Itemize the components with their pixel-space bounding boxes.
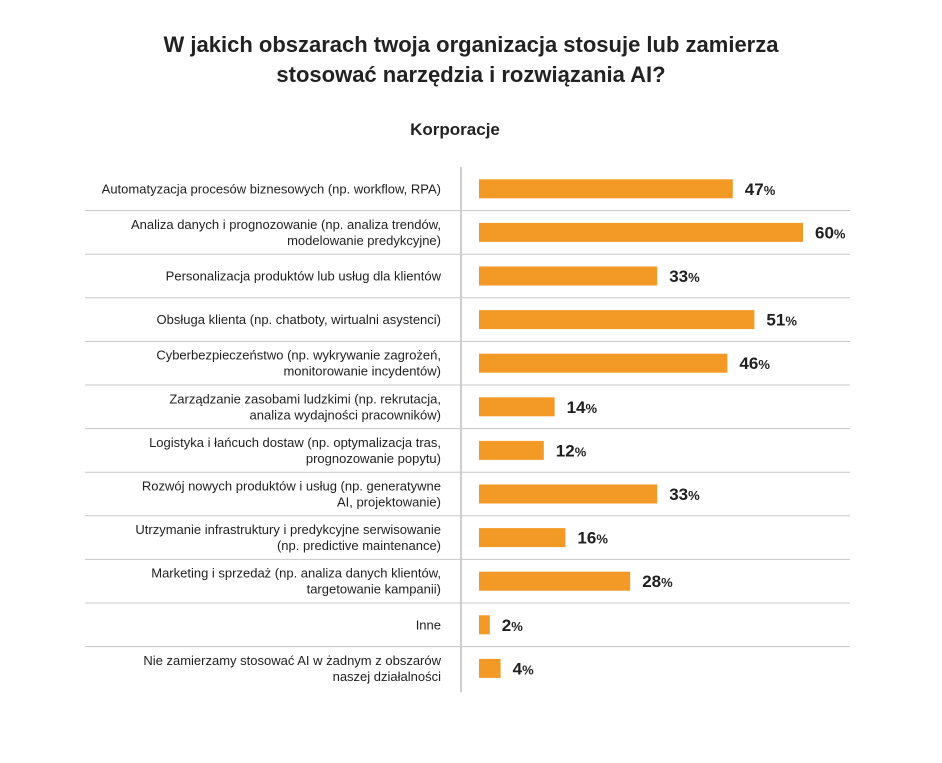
data-label: 33%: [669, 267, 700, 286]
category-label: Logistyka i łańcuch dostaw (np. optymali…: [149, 435, 441, 466]
category-label: Inne: [416, 617, 441, 632]
category-label: Personalizacja produktów lub usług dla k…: [166, 269, 442, 284]
category-label-line: Nie zamierzamy stosować AI w żadnym z ob…: [143, 653, 441, 668]
data-label-unit: %: [522, 662, 534, 677]
category-label-line: (np. predictive maintenance): [277, 538, 441, 553]
bar: [479, 353, 728, 373]
data-label: 16%: [577, 529, 608, 548]
data-label: 14%: [567, 398, 598, 417]
category-label: Rozwój nowych produktów i usług (np. gen…: [142, 479, 441, 510]
category-label-line: monitorowanie incydentów): [283, 364, 441, 379]
data-label-unit: %: [575, 444, 587, 459]
bar: [479, 615, 490, 635]
data-label: 47%: [745, 180, 776, 199]
bar: [479, 658, 501, 678]
category-label-line: Cyberbezpieczeństwo (np. wykrywanie zagr…: [156, 348, 441, 363]
category-label-line: Zarządzanie zasobami ludzkimi (np. rekru…: [169, 391, 441, 406]
bar: [479, 528, 566, 548]
category-label-line: Analiza danych i prognozowanie (np. anal…: [131, 217, 441, 232]
data-label-unit: %: [596, 532, 608, 547]
data-label: 28%: [642, 572, 673, 591]
chart-title: W jakich obszarach twoja organizacja sto…: [0, 30, 942, 90]
bar: [479, 179, 733, 199]
category-label-line: naszej działalności: [333, 669, 442, 684]
data-label-unit: %: [764, 183, 776, 198]
category-label: Automatyzacja procesów biznesowych (np. …: [102, 181, 441, 196]
category-label-line: Rozwój nowych produktów i usług (np. gen…: [142, 479, 441, 494]
data-label-unit: %: [785, 314, 797, 329]
bar: [479, 440, 544, 460]
bar: [479, 571, 631, 591]
category-label: Zarządzanie zasobami ludzkimi (np. rekru…: [169, 391, 441, 422]
data-label: 2%: [502, 616, 523, 635]
category-label-line: Personalizacja produktów lub usług dla k…: [166, 269, 442, 284]
data-label-unit: %: [834, 226, 846, 241]
data-label-unit: %: [511, 619, 523, 634]
data-label-unit: %: [586, 401, 598, 416]
category-label: Utrzymanie infrastruktury i predykcyjne …: [135, 522, 441, 553]
bar: [479, 222, 803, 242]
data-label: 60%: [815, 223, 846, 242]
category-label-line: Automatyzacja procesów biznesowych (np. …: [102, 181, 441, 196]
category-label: Obsługa klienta (np. chatboty, wirtualni…: [157, 312, 441, 327]
data-label: 33%: [669, 485, 700, 504]
chart-title-line-2: stosować narzędzia i rozwiązania AI?: [276, 62, 666, 87]
category-label-line: analiza wydajności pracowników): [250, 407, 441, 422]
bar: [479, 397, 555, 417]
chart-title-line-1: W jakich obszarach twoja organizacja sto…: [163, 32, 779, 57]
data-label: 51%: [766, 311, 797, 330]
chart-subtitle: Korporacje: [410, 120, 500, 139]
category-label-line: modelowanie predykcyjne): [287, 233, 441, 248]
bar: [479, 310, 755, 330]
category-label: Nie zamierzamy stosować AI w żadnym z ob…: [143, 653, 441, 684]
data-label-unit: %: [688, 488, 700, 503]
data-label: 4%: [513, 659, 534, 678]
data-label-unit: %: [688, 270, 700, 285]
category-label-line: Inne: [416, 617, 441, 632]
category-label: Analiza danych i prognozowanie (np. anal…: [131, 217, 441, 248]
category-label-line: Marketing i sprzedaż (np. analiza danych…: [151, 566, 441, 581]
category-label: Cyberbezpieczeństwo (np. wykrywanie zagr…: [156, 348, 441, 379]
data-label-unit: %: [661, 575, 673, 590]
data-label: 12%: [556, 441, 587, 460]
category-label-line: Logistyka i łańcuch dostaw (np. optymali…: [149, 435, 441, 450]
category-label-line: prognozowanie popytu): [306, 451, 441, 466]
category-label-line: targetowanie kampanii): [307, 582, 441, 597]
category-label: Marketing i sprzedaż (np. analiza danych…: [151, 566, 441, 597]
category-label-line: Obsługa klienta (np. chatboty, wirtualni…: [157, 312, 441, 327]
data-label-unit: %: [758, 357, 770, 372]
category-label-line: Utrzymanie infrastruktury i predykcyjne …: [135, 522, 441, 537]
bar: [479, 266, 658, 286]
bar: [479, 484, 658, 504]
category-label-line: AI, projektowanie): [337, 495, 441, 510]
data-label: 46%: [739, 354, 770, 373]
